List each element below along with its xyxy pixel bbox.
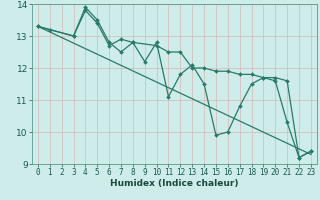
X-axis label: Humidex (Indice chaleur): Humidex (Indice chaleur) (110, 179, 239, 188)
